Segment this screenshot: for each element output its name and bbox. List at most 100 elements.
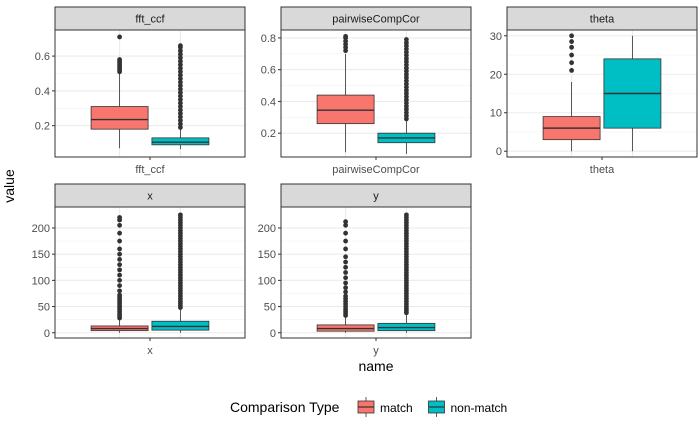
outlier-point bbox=[343, 285, 348, 291]
outlier-point bbox=[404, 37, 409, 42]
outlier-point bbox=[569, 68, 574, 73]
outlier-point bbox=[178, 93, 183, 99]
iqr-box bbox=[151, 320, 210, 331]
panel-pairwiseCompCor: pairwiseCompCor 0.2 0.4 0.6 0.8 pairwiseCompC… bbox=[261, 6, 472, 176]
box-non-match bbox=[151, 212, 210, 333]
y-tick-label: 50 bbox=[264, 302, 276, 314]
outlier-point bbox=[178, 76, 183, 82]
outlier-point bbox=[117, 251, 122, 257]
outlier-point bbox=[569, 39, 574, 44]
box-match bbox=[90, 34, 149, 149]
strip-label-y: y bbox=[373, 191, 379, 203]
outlier-point bbox=[404, 212, 409, 218]
y-tick-label: 100 bbox=[258, 275, 276, 287]
box-non-match bbox=[377, 37, 436, 154]
outlier-point bbox=[343, 289, 348, 295]
outlier-point bbox=[343, 270, 348, 275]
y-axis-title: value bbox=[1, 169, 17, 203]
outlier-point bbox=[117, 262, 122, 268]
x-tick-label: fft_ccf bbox=[135, 164, 165, 176]
outlier-point bbox=[178, 69, 183, 75]
panel-background bbox=[281, 30, 471, 157]
outlier-point bbox=[178, 79, 183, 85]
legend-label-non-match: non-match bbox=[451, 401, 508, 415]
iqr-box bbox=[316, 94, 375, 125]
y-tick-label: 150 bbox=[32, 249, 50, 261]
outlier-point bbox=[343, 238, 348, 244]
outlier-point bbox=[117, 238, 122, 244]
outlier-point bbox=[569, 33, 574, 39]
outlier-point bbox=[117, 292, 122, 298]
y-tick-label: 0.2 bbox=[35, 121, 50, 133]
y-tick-label: 20 bbox=[490, 69, 502, 81]
outlier-point bbox=[178, 58, 183, 64]
x-tick-label: y bbox=[373, 345, 379, 357]
box-non-match bbox=[603, 35, 662, 152]
outlier-point bbox=[343, 254, 348, 260]
box-match bbox=[90, 215, 149, 333]
box-match bbox=[542, 33, 601, 152]
outlier-point bbox=[178, 100, 183, 106]
panel-background bbox=[55, 207, 245, 338]
legend-label-match: match bbox=[380, 401, 413, 415]
outlier-point bbox=[117, 246, 122, 252]
outlier-point bbox=[343, 275, 348, 281]
box-match bbox=[316, 33, 375, 153]
outlier-point bbox=[343, 246, 348, 252]
y-tick-label: 10 bbox=[490, 108, 502, 120]
outlier-point bbox=[117, 272, 122, 278]
outlier-point bbox=[178, 104, 183, 109]
y-tick-label: 0.8 bbox=[261, 33, 276, 45]
outlier-point bbox=[117, 267, 122, 273]
y-tick-label: 0.4 bbox=[261, 96, 276, 108]
legend: match non-match bbox=[357, 397, 508, 417]
outlier-point bbox=[178, 212, 183, 218]
outlier-point bbox=[343, 259, 348, 265]
outlier-point bbox=[117, 283, 122, 288]
outlier-point bbox=[343, 222, 348, 228]
panel-y: y 0 50 100 150 200 y bbox=[258, 183, 472, 357]
outlier-point bbox=[178, 51, 183, 57]
outlier-point bbox=[178, 62, 183, 68]
strip-label-theta: theta bbox=[590, 14, 615, 26]
box-non-match bbox=[151, 43, 210, 150]
legend-entry-match: match bbox=[357, 397, 413, 417]
y-tick-label: 0.6 bbox=[261, 65, 276, 77]
outlier-point bbox=[117, 215, 122, 220]
y-tick-label: 0.6 bbox=[35, 51, 50, 63]
outlier-point bbox=[343, 264, 348, 270]
box-non-match bbox=[377, 212, 436, 333]
outlier-point bbox=[178, 111, 183, 116]
iqr-box bbox=[90, 106, 149, 130]
outlier-point bbox=[178, 107, 183, 113]
outlier-point bbox=[117, 34, 122, 40]
outlier-point bbox=[343, 293, 348, 299]
outlier-point bbox=[178, 121, 183, 127]
y-tick-label: 0 bbox=[44, 328, 50, 340]
outlier-point bbox=[117, 222, 122, 228]
outlier-point bbox=[178, 114, 183, 120]
y-tick-label: 0 bbox=[270, 328, 276, 340]
outlier-point bbox=[569, 60, 574, 66]
panel-theta: theta 0 10 20 30 theta bbox=[490, 6, 698, 176]
strip-label-fft_ccf: fft_ccf bbox=[135, 14, 165, 26]
outlier-point bbox=[117, 277, 122, 283]
outlier-point bbox=[178, 72, 183, 78]
outlier-point bbox=[343, 219, 348, 225]
x-tick-label: pairwiseCompCor bbox=[332, 164, 420, 176]
outlier-point bbox=[117, 288, 122, 294]
y-tick-label: 0.2 bbox=[261, 128, 276, 140]
outlier-point bbox=[178, 97, 183, 102]
outlier-point bbox=[178, 83, 183, 89]
y-tick-label: 50 bbox=[38, 302, 50, 314]
y-tick-label: 100 bbox=[32, 275, 50, 287]
legend-entry-non-match: non-match bbox=[428, 397, 508, 417]
box-match bbox=[316, 219, 375, 333]
iqr-box bbox=[151, 137, 210, 146]
panel-fft_ccf: fft_ccf 0.2 0.4 0.6 fft_ccf bbox=[35, 6, 246, 176]
outlier-point bbox=[343, 230, 348, 236]
outlier-point bbox=[178, 55, 183, 61]
strip-label-x: x bbox=[147, 191, 153, 203]
